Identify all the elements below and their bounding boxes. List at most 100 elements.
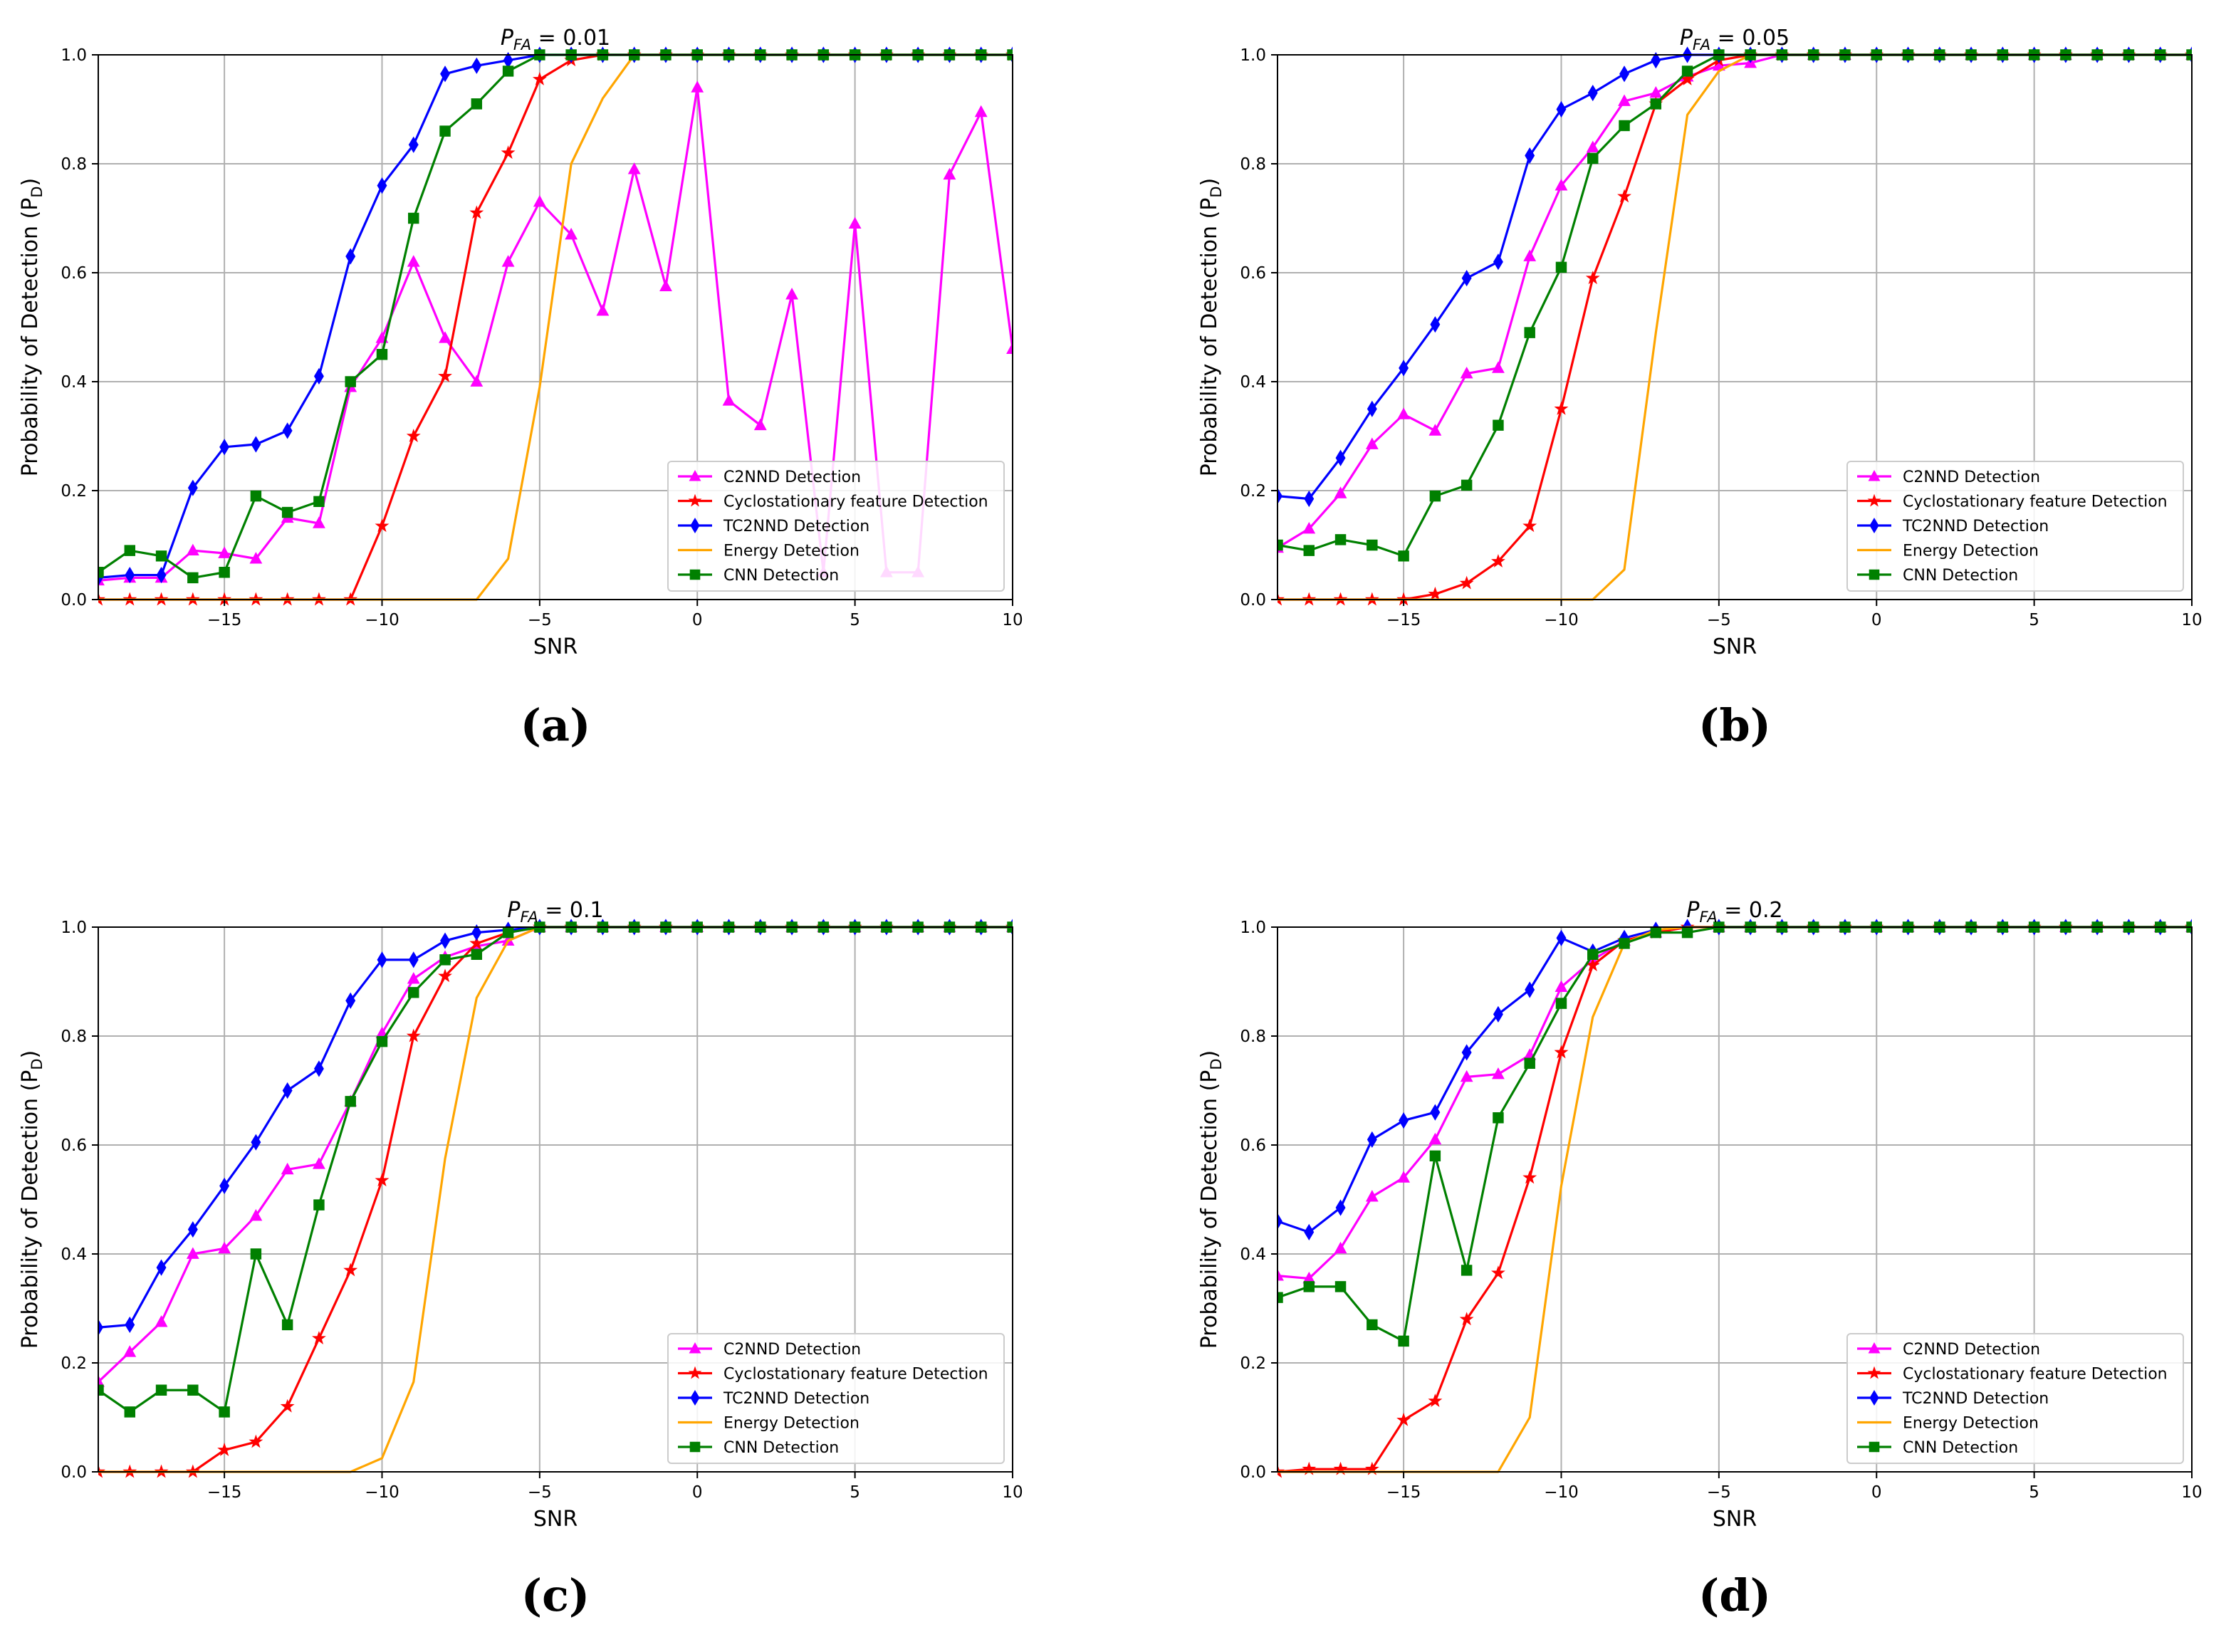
data-point <box>848 216 862 229</box>
legend-marker <box>1867 1366 1881 1379</box>
data-point <box>345 1096 356 1107</box>
legend-marker <box>689 1342 701 1354</box>
data-point <box>98 1375 105 1387</box>
y-tick-label: 0.8 <box>61 1028 87 1046</box>
title-value: = 0.1 <box>538 898 604 923</box>
legend-item: TC2NND Detection <box>678 518 869 535</box>
data-point <box>1335 1199 1346 1216</box>
data-point <box>1278 539 1283 551</box>
data-point <box>471 948 483 960</box>
x-tick-label: 0 <box>692 611 703 629</box>
legend-label: Cyclostationary feature Detection <box>723 493 988 511</box>
data-point <box>156 1259 167 1276</box>
data-point <box>439 331 451 343</box>
title-subscript: FA <box>1693 36 1710 53</box>
ticks: −15 −10 −5 0 5 10 0.0 0.2 0.4 0.6 0.8 1.0 <box>1240 46 2202 629</box>
data-point <box>1334 534 1347 545</box>
subfigure-label: (a) <box>521 699 591 751</box>
y-axis-label: Probability of Detection (PD) <box>18 178 46 477</box>
data-point <box>406 429 421 442</box>
legend-marker <box>690 1390 700 1406</box>
legend: C2NND Detection Cyclostationary feature D… <box>667 461 1005 592</box>
data-point <box>1555 179 1568 191</box>
y-label-subscript: D <box>28 1058 46 1070</box>
data-point <box>155 1384 167 1396</box>
data-point <box>408 987 419 998</box>
data-point <box>1555 998 1567 1009</box>
data-point <box>722 394 736 406</box>
data-point <box>1618 94 1631 106</box>
subfigure-label: (c) <box>521 1569 590 1621</box>
y-label-end: ) <box>1197 1050 1222 1059</box>
data-point <box>186 543 199 556</box>
y-tick-label: 1.0 <box>61 919 87 937</box>
data-point <box>1278 1213 1282 1230</box>
legend-item: CNN Detection <box>678 1439 839 1457</box>
legend-label: Cyclostationary feature Detection <box>723 1366 988 1384</box>
y-label-end: ) <box>18 178 43 187</box>
legend-item: Cyclostationary feature Detection <box>1857 493 2168 511</box>
x-tick-label: 10 <box>2181 1483 2202 1502</box>
data-point <box>1554 1045 1569 1059</box>
data-point <box>501 255 515 267</box>
x-tick-label: 10 <box>2181 611 2202 629</box>
data-point <box>98 1384 104 1396</box>
data-point <box>1493 253 1503 271</box>
legend-label: C2NND Detection <box>1903 1341 2040 1359</box>
subfigure-label: (d) <box>1698 1569 1771 1621</box>
legend-item: Energy Detection <box>678 1415 860 1433</box>
data-point <box>1525 147 1535 164</box>
legend-marker <box>689 569 701 580</box>
data-point <box>1492 1067 1505 1079</box>
data-point <box>1460 366 1473 379</box>
x-axis-label: SNR <box>1713 634 1757 659</box>
data-point <box>943 167 956 180</box>
legend-box <box>667 1333 1005 1464</box>
legend: C2NND Detection Cyclostationary feature D… <box>1846 461 2184 592</box>
data-point <box>1399 360 1409 377</box>
y-tick-label: 1.0 <box>1240 919 1266 937</box>
title-subscript: FA <box>520 909 538 926</box>
data-point <box>407 972 420 984</box>
data-point <box>187 572 199 584</box>
legend-item: Cyclostationary feature Detection <box>1857 1366 2168 1384</box>
ticks: −15 −10 −5 0 5 10 0.0 0.2 0.4 0.6 0.8 1.0 <box>61 919 1023 1502</box>
legend-item: TC2NND Detection <box>1857 518 2049 535</box>
y-tick-label: 0.0 <box>61 1463 87 1482</box>
data-point <box>596 304 610 316</box>
legend-item: Cyclostationary feature Detection <box>678 493 988 511</box>
data-point <box>313 1157 325 1169</box>
data-point <box>627 162 641 174</box>
y-tick-label: 0.6 <box>61 1136 87 1155</box>
x-tick-label: −10 <box>365 611 399 629</box>
data-point <box>533 195 546 207</box>
y-label-text: Probability of Detection (P <box>18 1070 43 1349</box>
data-point <box>1365 1190 1379 1202</box>
data-point <box>343 1262 358 1277</box>
data-point <box>219 439 230 456</box>
x-tick-label: −10 <box>1544 611 1579 629</box>
y-tick-label: 0.4 <box>1240 1245 1266 1264</box>
data-point <box>187 1220 198 1238</box>
data-point <box>124 545 136 556</box>
legend-label: Cyclostationary feature Detection <box>1903 1366 2168 1384</box>
legend-item: C2NND Detection <box>678 1341 861 1359</box>
data-point <box>1493 1112 1504 1124</box>
x-tick-label: −15 <box>207 611 242 629</box>
legend-item: Energy Detection <box>678 543 860 560</box>
data-point <box>376 349 388 360</box>
data-point <box>313 496 325 508</box>
legend-item: CNN Detection <box>1857 567 2018 585</box>
legend-label: C2NND Detection <box>723 469 861 486</box>
legend-label: Energy Detection <box>1903 543 2039 560</box>
legend: C2NND Detection Cyclostationary feature D… <box>667 1333 1005 1464</box>
y-tick-label: 0.0 <box>61 591 87 610</box>
data-point <box>251 1134 261 1151</box>
data-point <box>377 951 387 968</box>
chart-panel-4: −15 −10 −5 0 5 10 0.0 0.2 0.4 0.6 0.8 1.0 PFA = 0.2 S… <box>1197 898 2203 1621</box>
y-label-subscript: D <box>28 186 46 197</box>
data-point <box>1587 84 1598 102</box>
ticks: −15 −10 −5 0 5 10 0.0 0.2 0.4 0.6 0.8 1.0 <box>61 46 1023 629</box>
chart-title: PFA = 0.1 <box>507 898 603 926</box>
